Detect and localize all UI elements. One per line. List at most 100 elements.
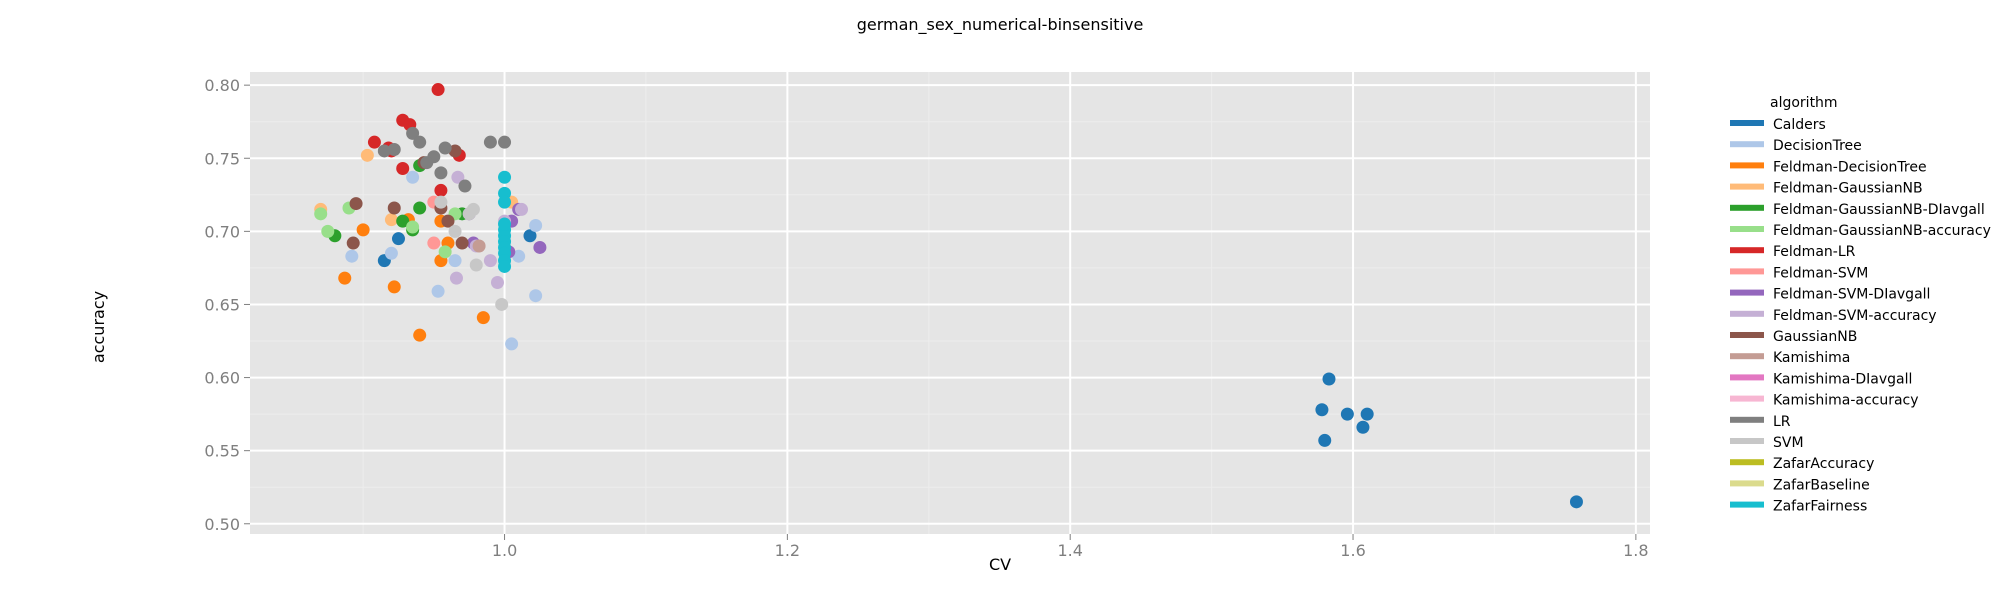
data-point <box>1318 433 1332 447</box>
data-point <box>438 245 452 259</box>
x-tick-label: 1.4 <box>1057 541 1082 560</box>
x-tick-label: 1.0 <box>492 541 517 560</box>
legend-label: GaussianNB <box>1773 329 1857 345</box>
data-point <box>406 220 420 234</box>
legend-label: ZafarFairness <box>1773 499 1867 515</box>
data-point <box>449 271 463 285</box>
data-point <box>1356 420 1370 434</box>
legend-swatch <box>1730 204 1764 211</box>
legend-swatch <box>1730 141 1764 148</box>
legend-label: Feldman-GaussianNB-DIavgall <box>1773 202 1985 218</box>
data-point <box>448 224 462 238</box>
data-point <box>451 170 465 184</box>
y-tick-label: 0.75 <box>204 149 240 168</box>
legend-swatch <box>1730 374 1764 381</box>
data-point <box>495 297 509 311</box>
data-point <box>498 217 512 231</box>
data-point <box>1360 407 1374 421</box>
data-point <box>356 223 370 237</box>
legend-swatch <box>1730 162 1764 169</box>
y-tick-label: 0.55 <box>204 442 240 461</box>
data-point <box>448 254 462 268</box>
data-point <box>396 161 410 175</box>
data-point <box>1315 403 1329 417</box>
minor-gridlines <box>250 72 1650 534</box>
y-tick-label: 0.80 <box>204 76 240 95</box>
x-tick-label: 1.8 <box>1623 541 1648 560</box>
legend-label: Feldman-GaussianNB-accuracy <box>1773 223 1991 239</box>
data-points <box>314 83 1583 509</box>
x-axis-title: CV <box>989 555 1011 574</box>
data-point <box>490 276 504 290</box>
data-point <box>431 83 445 97</box>
data-point <box>529 289 543 303</box>
legend-swatch <box>1730 480 1764 487</box>
data-point <box>498 195 512 209</box>
legend-label: LR <box>1773 414 1791 430</box>
legend-swatch <box>1730 395 1764 402</box>
legend-swatch <box>1730 247 1764 254</box>
data-point <box>360 148 374 162</box>
data-point <box>483 254 497 268</box>
legend-swatch <box>1730 438 1764 444</box>
data-point <box>472 239 486 253</box>
data-point <box>1322 372 1336 386</box>
legend-label: Feldman-GaussianNB <box>1773 181 1923 197</box>
data-point <box>505 337 519 351</box>
data-point <box>406 126 420 140</box>
y-tick-label: 0.65 <box>204 295 240 314</box>
data-point <box>434 166 448 180</box>
legend-swatch <box>1730 459 1764 466</box>
data-point <box>391 232 405 246</box>
legend-swatch <box>1730 226 1764 232</box>
legend: algorithm Calders DecisionTree Feldman-Dec… <box>1730 95 1991 515</box>
data-point <box>498 259 512 273</box>
legend-swatch <box>1730 501 1764 508</box>
data-point <box>431 284 445 298</box>
data-point <box>387 201 401 215</box>
data-point <box>427 236 441 250</box>
data-point <box>512 249 526 263</box>
data-point <box>1569 495 1583 509</box>
legend-title: algorithm <box>1770 95 1838 111</box>
data-point <box>441 214 455 228</box>
data-point <box>533 240 547 254</box>
legend-label: Feldman-DecisionTree <box>1773 159 1927 175</box>
data-point <box>498 135 512 149</box>
data-point <box>321 224 335 238</box>
x-tick-label: 1.6 <box>1340 541 1365 560</box>
data-point <box>396 214 410 228</box>
data-point <box>349 197 363 211</box>
legend-label: Feldman-SVM-DIavgall <box>1773 287 1930 303</box>
data-point <box>483 135 497 149</box>
data-point <box>438 141 452 155</box>
legend-label: Feldman-LR <box>1773 244 1856 260</box>
legend-label: Calders <box>1773 117 1826 133</box>
legend-swatch <box>1730 353 1764 360</box>
data-point <box>387 142 401 156</box>
data-point <box>420 156 434 170</box>
data-point <box>476 311 490 325</box>
major-gridlines <box>250 72 1650 534</box>
data-point <box>345 249 359 263</box>
legend-swatch <box>1730 183 1764 190</box>
data-point <box>314 207 328 221</box>
legend-swatch <box>1730 416 1764 423</box>
legend-label: ZafarAccuracy <box>1773 456 1874 472</box>
data-point <box>384 213 398 227</box>
data-point <box>455 236 469 250</box>
legend-label: Kamishima-accuracy <box>1773 393 1919 409</box>
legend-swatch <box>1730 289 1764 296</box>
legend-swatch <box>1730 332 1764 338</box>
data-point <box>515 202 529 216</box>
axis-ticks: 1.0 1.2 1.4 1.6 1.8 0.50 0.55 0.60 0.65 0.70 0.75 0… <box>204 76 1648 560</box>
legend-label: DecisionTree <box>1773 138 1862 154</box>
data-point <box>1340 407 1354 421</box>
y-tick-label: 0.60 <box>204 369 240 388</box>
chart-title: german_sex_numerical-binsensitive <box>857 15 1144 35</box>
data-point <box>434 183 448 197</box>
data-point <box>384 246 398 260</box>
legend-label: ZafarBaseline <box>1773 477 1870 493</box>
legend-label: Kamishima-DIavgall <box>1773 371 1912 387</box>
